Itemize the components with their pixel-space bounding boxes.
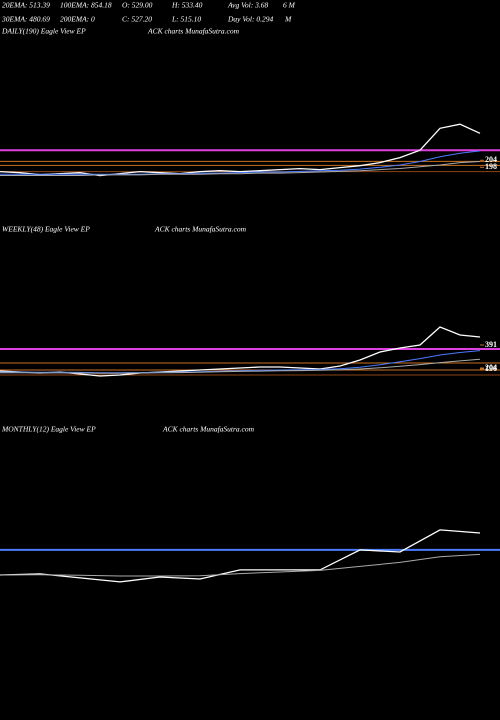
price-line [0, 161, 481, 176]
header-item: L: 515.10 [171, 15, 201, 24]
panel-title: DAILY(190) Eagle View EP [1, 27, 86, 36]
header-item: H: 533.40 [171, 1, 203, 10]
y-tick-label: 204 [485, 363, 497, 372]
panel-subtitle: ACK charts MunafaSutra.com [162, 425, 255, 434]
header-item: 200EMA: 0 [60, 15, 95, 24]
y-tick-label: 198 [485, 162, 497, 171]
header-item: C: 527.20 [122, 15, 152, 24]
y-tick-label: 204 [485, 155, 497, 164]
header-item: 30EMA: 480.69 [1, 15, 50, 24]
panel-subtitle: ACK charts MunafaSutra.com [154, 225, 247, 234]
price-line [0, 529, 481, 583]
panel-title: WEEKLY(48) Eagle View EP [2, 225, 90, 234]
price-line [0, 358, 481, 374]
price-line [0, 326, 481, 377]
header-item: 100EMA: 854.18 [60, 1, 112, 10]
price-line [0, 350, 481, 374]
price-line [0, 150, 481, 175]
header: 20EMA: 513.39 100EMA: 854.18 O: 529.00 H… [1, 1, 296, 24]
header-item: Day Vol: 0.294 [227, 15, 273, 24]
y-tick-label: 391 [485, 340, 497, 349]
price-line [0, 553, 481, 577]
header-item: Avg Vol: 3.68 [227, 1, 268, 10]
price-line [0, 123, 481, 177]
panel-title: MONTHLY(12) Eagle View EP [1, 425, 96, 434]
header-item: 20EMA: 513.39 [2, 1, 50, 10]
header-item: M [284, 15, 292, 24]
header-item: 6 M [283, 1, 296, 10]
header-item: O: 529.00 [122, 1, 153, 10]
y-tick-label: 196 [485, 364, 497, 373]
panel-subtitle: ACK charts MunafaSutra.com [147, 27, 240, 36]
